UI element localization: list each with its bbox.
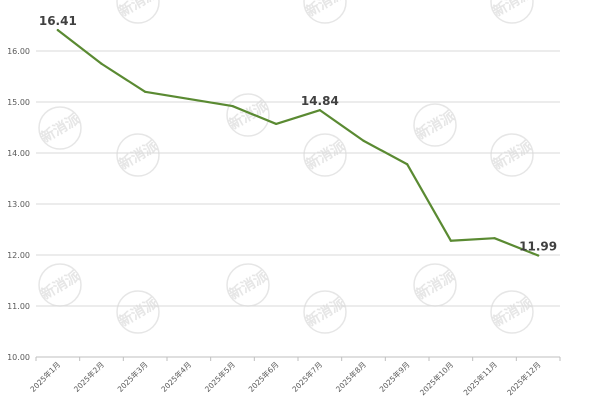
data-point: [318, 109, 321, 112]
watermark-logo: 新消派: [116, 290, 162, 334]
watermark-ring: [38, 106, 82, 150]
watermark-ring: [490, 290, 534, 334]
watermark-ring: [490, 0, 534, 24]
watermark-logo: 新消派: [116, 0, 162, 24]
data-point: [362, 139, 365, 142]
data-point: [449, 239, 452, 242]
watermark-logo: 新消派: [38, 263, 84, 307]
y-tick-label: 16.00: [7, 47, 30, 56]
watermark-logo: 新消派: [490, 133, 536, 177]
x-tick-label: 2025年11月: [461, 359, 499, 397]
x-tick-label: 2025年10月: [417, 359, 455, 397]
x-tick-label: 2025年8月: [333, 359, 368, 394]
x-tick-label: 2025年5月: [202, 359, 237, 394]
x-tick-label: 2025年7月: [290, 359, 325, 394]
watermark-logo: 新消派: [490, 290, 536, 334]
y-tick-label: 10.00: [7, 353, 30, 362]
watermark-logo: 新消派: [303, 0, 349, 24]
watermark-text: 新消派: [116, 0, 162, 20]
watermark-ring: [226, 93, 270, 137]
data-point: [493, 237, 496, 240]
data-point: [187, 97, 190, 101]
x-tick-label: 2025年12月: [505, 359, 543, 397]
x-tick-label: 2025年9月: [377, 359, 412, 394]
data-point: [537, 254, 540, 257]
y-tick-label: 14.00: [7, 149, 30, 158]
watermark-ring: [303, 290, 347, 334]
data-point: [100, 62, 103, 65]
watermark-logo: 新消派: [490, 0, 536, 24]
watermark-ring: [116, 133, 160, 177]
watermark-ring: [116, 0, 160, 24]
y-tick-label: 15.00: [7, 98, 30, 107]
x-tick-label: 2025年2月: [71, 359, 106, 394]
x-tick-label: 2025年1月: [28, 359, 63, 394]
watermark-layer: 新消派 新消派 新消派新消派 新消派 新消派新消派 新消派 新消派新消派 新消派 新消派新消派新…: [38, 0, 536, 334]
watermark-logo: 新消派: [303, 133, 349, 177]
data-label: 16.41: [39, 14, 77, 28]
data-label: 14.84: [301, 94, 339, 108]
watermark-text: 新消派: [490, 0, 536, 20]
watermark-ring: [413, 103, 457, 147]
y-tick-label: 13.00: [7, 200, 30, 209]
y-tick-label: 12.00: [7, 251, 30, 260]
x-tick-label: 2025年6月: [246, 359, 281, 394]
data-label: 11.99: [519, 240, 557, 254]
data-point: [56, 28, 59, 32]
watermark-logo: 新消派: [303, 290, 349, 334]
y-tick-label: 11.00: [7, 302, 30, 311]
watermark-ring: [303, 0, 347, 24]
data-point: [275, 122, 278, 126]
watermark-ring: [116, 290, 160, 334]
watermark-logo: 新消派: [413, 263, 459, 307]
watermark-logo: 新消派: [116, 133, 162, 177]
watermark-logo: 新消派: [38, 106, 84, 150]
x-tick-label: 2025年4月: [159, 359, 194, 394]
watermark-logo: 新消派: [226, 263, 272, 307]
watermark-ring: [490, 133, 534, 177]
watermark-logo: 新消派: [413, 103, 459, 147]
x-tick-label: 2025年3月: [115, 359, 150, 394]
watermark-ring: [303, 133, 347, 177]
data-point: [406, 163, 409, 166]
watermark-text: 新消派: [303, 0, 349, 20]
data-point: [231, 104, 234, 108]
data-point: [144, 90, 147, 93]
watermark-logo: 新消派: [226, 93, 272, 137]
series-line: [56, 28, 540, 257]
